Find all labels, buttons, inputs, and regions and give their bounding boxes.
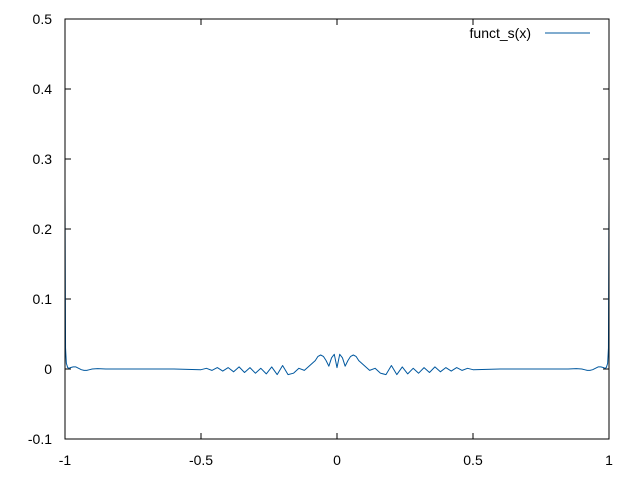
y-tick-label: 0.3 [33, 151, 53, 167]
plot-frame [64, 18, 610, 440]
y-tick-label: 0.4 [33, 81, 53, 97]
x-tick-label: 1 [605, 452, 613, 468]
x-tick-label: -1 [59, 452, 72, 468]
y-tick-label: 0.5 [33, 11, 53, 27]
legend: funct_s(x) [470, 25, 590, 41]
y-axis-ticks: -0.1 0 0.1 0.2 0.3 0.4 0.5 [28, 11, 609, 447]
y-tick-label: 0.1 [33, 291, 53, 307]
y-tick-label: 0 [44, 361, 52, 377]
series-line-0 [64, 193, 610, 376]
series-layer [64, 193, 610, 376]
x-tick-label: -0.5 [189, 452, 213, 468]
x-tick-label: 0 [333, 452, 341, 468]
y-tick-label: -0.1 [28, 431, 52, 447]
x-tick-label: 0.5 [463, 452, 483, 468]
y-tick-label: 0.2 [33, 221, 53, 237]
legend-label: funct_s(x) [470, 25, 531, 41]
